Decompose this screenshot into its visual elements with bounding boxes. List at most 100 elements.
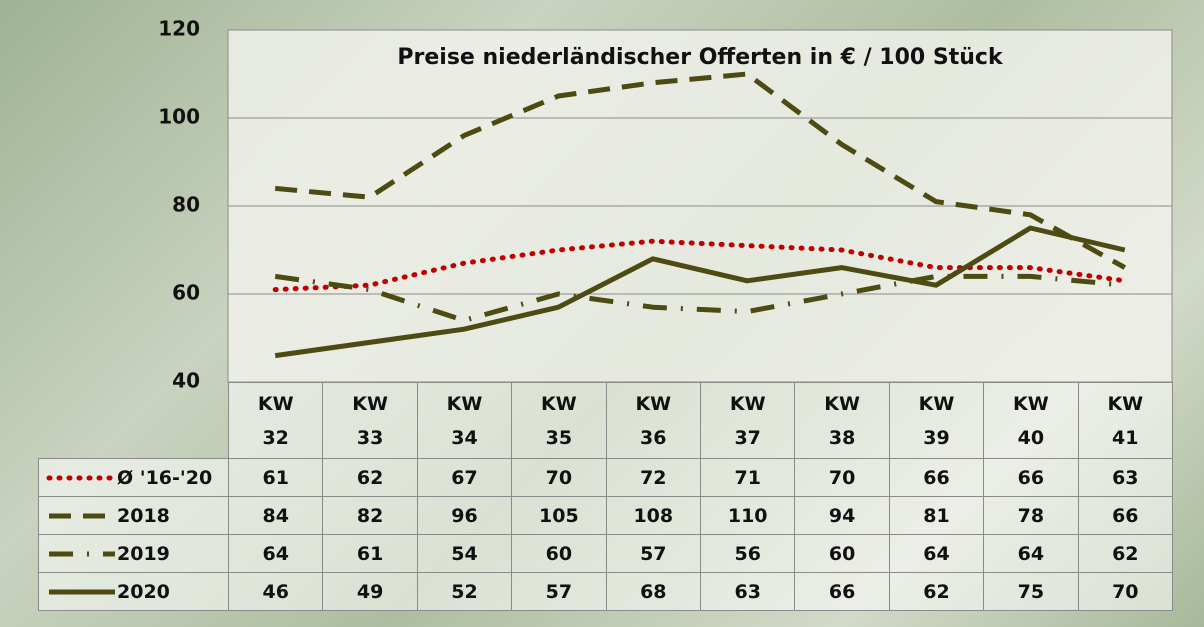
data-cell: 110 — [700, 496, 796, 535]
cell-text: KW 33 — [352, 392, 388, 449]
cell-text: 61 — [356, 542, 384, 565]
column-header: KW 41 — [1077, 382, 1173, 459]
cell-text: 105 — [539, 504, 579, 527]
data-cell: 96 — [416, 496, 513, 535]
cell-text: 52 — [451, 580, 478, 603]
cell-text: 81 — [923, 504, 950, 527]
cell-text: 78 — [1017, 504, 1045, 527]
data-cell: 71 — [700, 458, 796, 497]
cell-text: 71 — [734, 466, 761, 489]
cell-text: 84 — [262, 504, 289, 527]
data-cell: 70 — [794, 458, 890, 497]
cell-text: KW 38 — [824, 392, 860, 449]
cell-text: 66 — [923, 466, 950, 489]
cell-text: 72 — [640, 466, 667, 489]
cell-text: 60 — [545, 542, 573, 565]
data-cell: 64 — [983, 534, 1079, 573]
cell-text: 60 — [828, 542, 856, 565]
data-cell: 62 — [888, 572, 985, 611]
cell-text: 57 — [545, 580, 573, 603]
cell-text: 68 — [640, 580, 667, 603]
cell-text: 110 — [727, 504, 768, 527]
data-cell: 66 — [794, 572, 890, 611]
cell-text: 54 — [451, 542, 478, 565]
cell-text: KW 34 — [446, 392, 483, 449]
y-tick-label: 60 — [172, 281, 200, 305]
legend-cell: 2018 — [38, 496, 229, 535]
cell-text: 75 — [1017, 580, 1045, 603]
cell-text: KW 40 — [1013, 392, 1049, 449]
cell-text: 70 — [828, 466, 856, 489]
cell-text: 96 — [451, 504, 478, 527]
data-cell: 84 — [228, 496, 324, 535]
legend-label: Ø '16-'20 — [117, 466, 213, 489]
cell-text: KW 35 — [541, 392, 577, 449]
data-cell: 105 — [511, 496, 607, 535]
series-line — [274, 225, 1126, 359]
data-cell: 66 — [1077, 496, 1173, 535]
legend-cell: 2020 — [38, 572, 229, 611]
column-header: KW 39 — [888, 382, 985, 459]
data-cell: 108 — [605, 496, 701, 535]
data-cell: 70 — [1077, 572, 1173, 611]
y-tick-label: 100 — [158, 105, 200, 129]
cell-text: KW 32 — [257, 392, 294, 449]
legend-key — [49, 513, 115, 518]
data-cell: 75 — [983, 572, 1079, 611]
data-cell: 56 — [700, 534, 796, 573]
column-header: KW 33 — [322, 382, 418, 459]
cell-text: 66 — [1017, 466, 1045, 489]
cell-text: 82 — [356, 504, 384, 527]
y-tick-label: 80 — [172, 193, 200, 217]
cell-text: 61 — [262, 466, 289, 489]
legend-cell: 2019 — [38, 534, 229, 573]
data-cell: 70 — [511, 458, 607, 497]
data-cell: 78 — [983, 496, 1079, 535]
cell-text: KW 36 — [635, 392, 672, 449]
column-header: KW 35 — [511, 382, 607, 459]
cell-text: 108 — [633, 504, 674, 527]
y-tick-label: 120 — [158, 17, 200, 41]
cell-text: 62 — [1112, 542, 1139, 565]
cell-text: KW 41 — [1107, 392, 1144, 449]
data-cell: 57 — [605, 534, 701, 573]
data-cell: 82 — [322, 496, 418, 535]
data-cell: 62 — [322, 458, 418, 497]
legend-key — [49, 551, 115, 556]
data-cell: 67 — [416, 458, 513, 497]
chart-title: Preise niederländischer Offerten in € / … — [397, 45, 1004, 70]
cell-text: 62 — [356, 466, 384, 489]
legend-cell: Ø '16-'20 — [38, 458, 229, 497]
cell-text: 49 — [356, 580, 384, 603]
cell-text: 46 — [262, 580, 289, 603]
data-cell: 60 — [794, 534, 890, 573]
data-cell: 66 — [983, 458, 1079, 497]
data-cell: 57 — [511, 572, 607, 611]
data-cell: 49 — [322, 572, 418, 611]
cell-text: 56 — [734, 542, 761, 565]
cell-text: 70 — [1112, 580, 1139, 603]
cell-text: 63 — [734, 580, 761, 603]
cell-text: 67 — [451, 466, 478, 489]
cell-text: 64 — [923, 542, 950, 565]
legend-label: 2020 — [117, 580, 170, 603]
cell-text: 94 — [828, 504, 856, 527]
legend-key — [46, 475, 117, 480]
column-header: KW 36 — [605, 382, 701, 459]
cell-text: KW 39 — [918, 392, 955, 449]
legend-label: 2018 — [117, 504, 170, 527]
data-cell: 68 — [605, 572, 701, 611]
data-cell: 94 — [794, 496, 890, 535]
cell-text: 66 — [1112, 504, 1139, 527]
data-cell: 63 — [1077, 458, 1173, 497]
legend-key — [49, 589, 115, 594]
cell-text: 66 — [828, 580, 856, 603]
column-header: KW 38 — [794, 382, 890, 459]
cell-text: 70 — [545, 466, 573, 489]
data-cell: 46 — [228, 572, 324, 611]
y-tick-label: 40 — [172, 369, 200, 393]
series-line — [272, 238, 1128, 293]
data-cell: 72 — [605, 458, 701, 497]
cell-text: 62 — [923, 580, 950, 603]
